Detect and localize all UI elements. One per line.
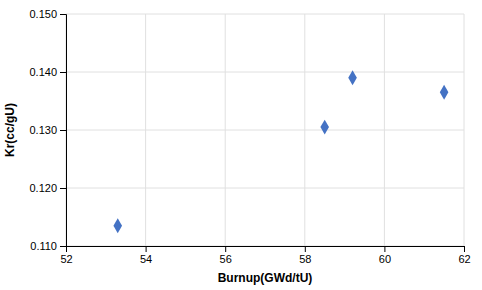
- tick-mark: [60, 188, 66, 189]
- tick-label: 0.130: [29, 124, 57, 136]
- tick-label: 56: [220, 253, 232, 265]
- tick: 60: [379, 246, 391, 265]
- tick-mark: [60, 246, 66, 247]
- tick-mark: [146, 246, 147, 252]
- tick-label: 0.120: [29, 182, 57, 194]
- tick-label: 54: [140, 253, 152, 265]
- x-axis-title: Burnup(GWd/tU): [218, 271, 313, 285]
- plot: 52 54 56 58 60 62 0.110 0.120 0.130 0.140 0.150: [29, 8, 470, 265]
- y-axis: 0.110 0.120 0.130 0.140 0.150: [29, 8, 66, 252]
- grid-line: [66, 14, 464, 15]
- x-axis: 52 54 56 58 60 62: [60, 246, 470, 265]
- axis-line: [60, 15, 67, 247]
- tick-mark: [225, 246, 226, 252]
- point: [320, 120, 329, 135]
- tick-mark: [60, 130, 66, 131]
- tick: 54: [140, 246, 152, 265]
- tick: 56: [220, 246, 232, 265]
- grid-line: [66, 72, 464, 73]
- point: [348, 70, 357, 85]
- tick-mark: [464, 246, 465, 252]
- tick: 52: [60, 246, 72, 265]
- tick-label: 62: [458, 253, 470, 265]
- tick-label: 58: [299, 253, 311, 265]
- axis-line: [67, 247, 465, 253]
- tick: 58: [299, 246, 311, 265]
- y-axis-title: Kr(cc/gU): [3, 103, 17, 157]
- tick-label: 0.140: [29, 66, 57, 78]
- grid-line: [66, 188, 464, 189]
- tick-label: 0.110: [30, 240, 57, 252]
- tick: 0.150: [29, 8, 66, 20]
- tick-mark: [60, 14, 66, 15]
- tick: 0.110: [30, 240, 66, 252]
- tick: 0.140: [29, 66, 66, 78]
- tick-label: 0.150: [29, 8, 57, 20]
- tick-mark: [60, 72, 66, 73]
- grid-line: [66, 130, 464, 131]
- chart: 52 54 56 58 60 62 0.110 0.120 0.130 0.140 0.150 Bur…: [0, 0, 482, 290]
- tick-label: 60: [379, 253, 391, 265]
- grid: [66, 14, 464, 246]
- tick-label: 52: [60, 253, 72, 265]
- tick: 0.120: [29, 182, 66, 194]
- points: [113, 70, 448, 233]
- tick: 62: [458, 246, 470, 265]
- tick-mark: [384, 246, 385, 252]
- point: [113, 218, 122, 233]
- tick-mark: [305, 246, 306, 252]
- point: [440, 85, 449, 100]
- tick: 0.130: [29, 124, 66, 136]
